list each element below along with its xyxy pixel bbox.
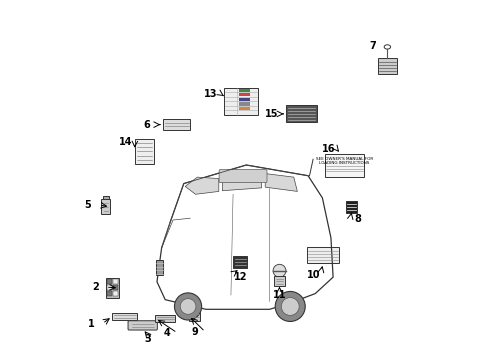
Text: 14: 14 bbox=[119, 138, 132, 148]
Text: 11: 11 bbox=[272, 290, 285, 300]
Text: 9: 9 bbox=[191, 327, 198, 337]
Text: 5: 5 bbox=[84, 200, 91, 210]
Circle shape bbox=[174, 293, 201, 320]
FancyBboxPatch shape bbox=[128, 321, 157, 330]
Polygon shape bbox=[222, 174, 261, 191]
Bar bbox=[273, 276, 285, 287]
Bar bbox=[155, 315, 175, 322]
Text: SEE OWNER'S MANUAL FOR: SEE OWNER'S MANUAL FOR bbox=[315, 157, 372, 161]
Bar bbox=[239, 98, 250, 101]
Polygon shape bbox=[185, 177, 218, 194]
Bar bbox=[306, 247, 339, 263]
Text: 2: 2 bbox=[92, 282, 99, 292]
Bar bbox=[101, 199, 110, 214]
Circle shape bbox=[180, 298, 196, 314]
FancyBboxPatch shape bbox=[219, 170, 266, 183]
Circle shape bbox=[281, 297, 299, 315]
Bar bbox=[102, 196, 109, 200]
Text: 1: 1 bbox=[88, 319, 95, 329]
Bar bbox=[239, 107, 250, 111]
Bar bbox=[239, 93, 250, 96]
Text: 12: 12 bbox=[233, 272, 246, 282]
Text: 15: 15 bbox=[264, 109, 278, 119]
Bar bbox=[239, 103, 250, 106]
Text: 7: 7 bbox=[368, 41, 375, 51]
Text: 6: 6 bbox=[142, 120, 149, 130]
Bar bbox=[113, 279, 118, 284]
Bar bbox=[156, 260, 163, 275]
Bar bbox=[105, 278, 119, 298]
Bar bbox=[345, 201, 357, 212]
Text: 10: 10 bbox=[307, 270, 320, 280]
Bar bbox=[112, 313, 137, 320]
Bar bbox=[106, 279, 112, 284]
Bar bbox=[224, 88, 257, 115]
Text: 13: 13 bbox=[203, 89, 217, 99]
Text: 16: 16 bbox=[322, 144, 335, 154]
Circle shape bbox=[272, 264, 285, 277]
Bar bbox=[233, 256, 246, 269]
Bar bbox=[286, 105, 316, 122]
Bar bbox=[113, 285, 118, 290]
Bar bbox=[163, 119, 190, 130]
Polygon shape bbox=[264, 174, 297, 192]
Text: 4: 4 bbox=[163, 328, 170, 338]
Bar bbox=[239, 89, 250, 92]
Bar bbox=[106, 285, 112, 290]
Bar bbox=[324, 154, 364, 177]
Bar bbox=[113, 291, 118, 296]
Text: LOADING INSTRUCTIONS: LOADING INSTRUCTIONS bbox=[319, 161, 369, 165]
Bar bbox=[188, 311, 200, 321]
Text: 8: 8 bbox=[354, 214, 361, 224]
Text: 3: 3 bbox=[144, 334, 151, 344]
Bar bbox=[134, 139, 154, 164]
Bar bbox=[106, 291, 112, 296]
Bar bbox=[377, 58, 396, 74]
Circle shape bbox=[275, 292, 305, 321]
